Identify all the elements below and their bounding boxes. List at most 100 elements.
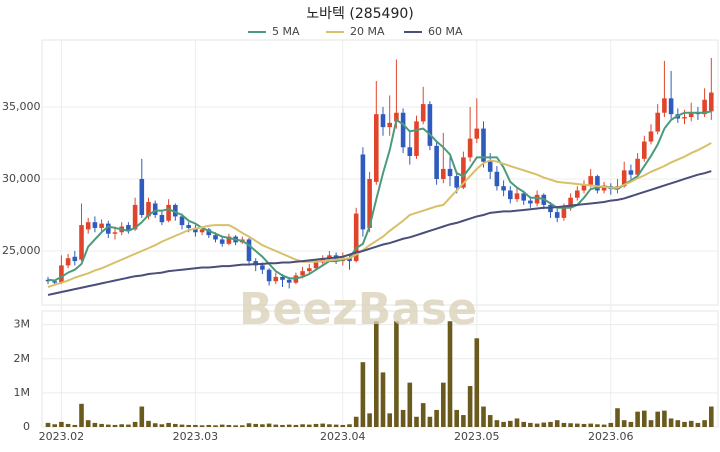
volume-bar [300,424,305,427]
candle-body [561,207,567,218]
candle-body [199,229,205,233]
volume-bar [72,424,78,427]
y-tick-label: 2M [14,352,31,365]
volume-bar [106,424,111,427]
volume-bar [367,413,372,427]
candle-body [173,204,178,217]
volume-bar [173,423,178,427]
volume-bar [199,425,205,427]
volume-bar [615,408,620,427]
x-tick-label: 2023.05 [454,430,500,443]
volume-bar [79,403,84,427]
candle-body [367,178,372,228]
volume-bar [427,416,433,427]
volume-bar [179,424,185,427]
volume-bar [514,418,520,427]
candle-body [494,171,500,187]
volume-bar [474,338,480,427]
candle-body [528,200,533,204]
volume-bar [494,420,500,427]
volume-bar [213,425,218,427]
volume-bar [554,420,560,427]
y-tick-label: 0 [23,420,30,433]
volume-bar [621,420,627,427]
volume-bar [99,423,104,427]
candle-body [441,168,446,179]
candle-body [628,170,634,175]
candle-body [112,232,118,234]
volume-bar [353,416,359,427]
candle-body [387,122,392,128]
candle-body [447,168,453,177]
volume-bar [273,424,279,427]
candle-body [300,271,305,276]
volume-bar [601,424,607,427]
candle-body [59,265,64,283]
candle-body [99,223,104,228]
volume-bar [280,424,285,427]
volume-bar [400,409,406,427]
candle-body [400,112,406,148]
volume-bar [561,422,567,427]
volume-bar [166,422,171,427]
volume-bar [260,424,265,427]
candle-body [72,256,78,262]
candle-body [534,194,540,204]
volume-bar [132,421,138,427]
candle-body [280,276,285,280]
volume-bar [588,423,593,427]
volume-bar [85,420,91,427]
candle-body [581,184,587,191]
y-tick-label: 25,000 [2,244,41,257]
volume-bar [487,415,493,427]
volume-bar [266,423,272,427]
volume-bar [581,423,587,427]
candle-body [380,114,386,128]
volume-bar [481,406,486,427]
volume-bar [59,421,64,427]
candle-body [226,236,232,244]
volume-bar [387,413,392,427]
candle-body [481,128,486,162]
candle-body [266,269,272,282]
candle-body [508,190,513,200]
volume-bar [702,420,707,427]
x-tick-label: 2023.02 [39,430,85,443]
volume-bar [528,422,533,427]
candle-body [353,213,359,262]
volume-bar [380,372,386,427]
candle-body [132,204,138,230]
volume-bar [347,424,352,427]
candle-body [260,265,265,270]
candle-body [206,229,212,236]
volume-bar [320,423,325,427]
candle-body [219,239,225,244]
legend-label: 60 MA [428,25,463,38]
candle-body [427,104,433,146]
volume-bar [635,411,640,427]
volume-bar [454,409,459,427]
candle-body [487,161,493,172]
candle-body [702,99,707,115]
candle-body [139,178,145,215]
candle-body [65,258,71,266]
volume-bar [642,410,647,427]
volume-bar [152,423,158,427]
volume-bar [434,409,439,427]
volume-bar [307,424,312,427]
volume-bar [233,425,238,427]
volume-bar [467,386,473,427]
candle-body [213,235,218,240]
volume-bar [568,423,573,427]
volume-bar [628,421,634,427]
legend-label: 5 MA [272,25,300,38]
y-tick-label: 1M [14,386,31,399]
candle-body [648,131,654,142]
candle-body [514,193,520,200]
candle-body [682,117,687,119]
candle-body [414,121,419,156]
volume-bar [219,424,225,427]
candle-body [434,145,439,179]
x-tick-label: 2023.06 [588,430,634,443]
